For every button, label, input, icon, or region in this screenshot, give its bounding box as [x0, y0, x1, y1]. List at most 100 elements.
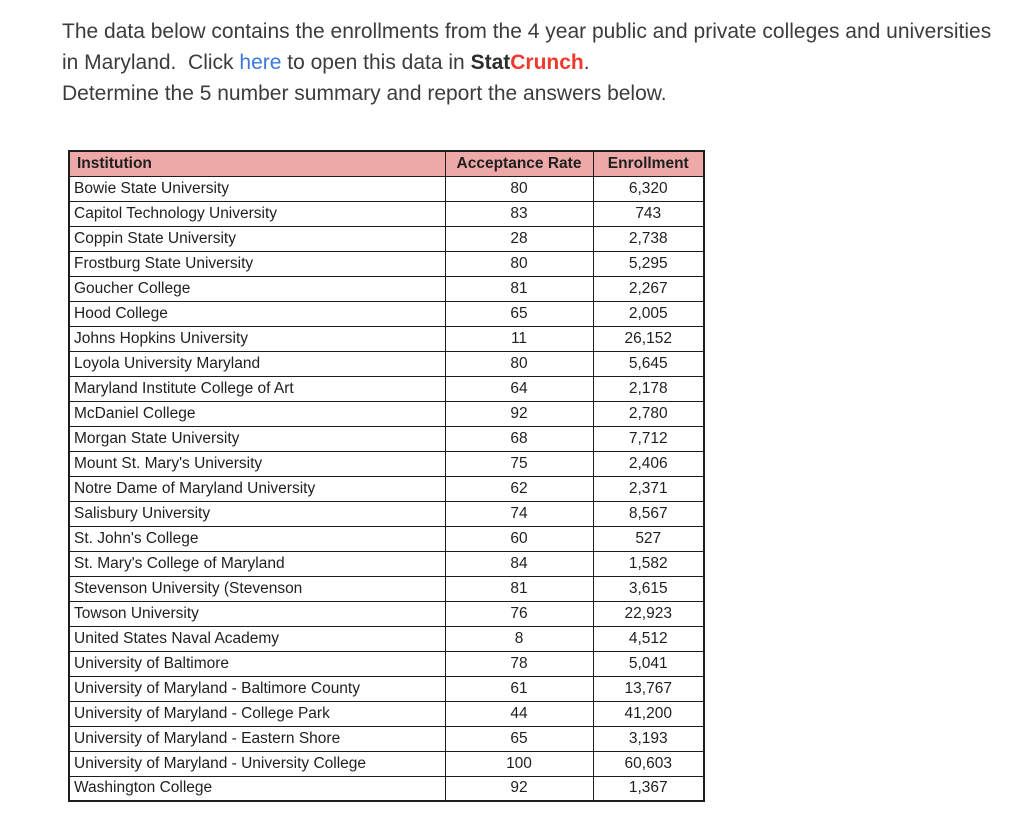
- institution-cell: United States Naval Academy: [68, 625, 446, 652]
- acceptance-rate-cell: 62: [444, 475, 594, 502]
- enrollment-cell: 527: [592, 525, 705, 552]
- enrollment-cell: 5,041: [592, 650, 705, 677]
- enrollment-cell: 2,780: [592, 400, 705, 427]
- table-row: University of Maryland - College Park 44…: [68, 700, 705, 727]
- institution-cell: Johns Hopkins University: [68, 325, 446, 352]
- enrollment-cell: 2,406: [592, 450, 705, 477]
- table-row: University of Maryland - Baltimore Count…: [68, 675, 705, 702]
- table-row: Stevenson University (Stevenson 81 3,615: [68, 575, 705, 602]
- acceptance-rate-cell: 80: [444, 350, 594, 377]
- acceptance-rate-cell: 75: [444, 450, 594, 477]
- institution-cell: Mount St. Mary's University: [68, 450, 446, 477]
- institution-cell: Loyola University Maryland: [68, 350, 446, 377]
- table-row: Morgan State University 68 7,712: [68, 425, 705, 452]
- acceptance-rate-cell: 78: [444, 650, 594, 677]
- intro-text-before-link: The data below contains the enrollments …: [62, 20, 998, 74]
- institution-cell: McDaniel College: [68, 400, 446, 427]
- table-row: St. Mary's College of Maryland 84 1,582: [68, 550, 705, 577]
- institution-cell: Capitol Technology University: [68, 200, 446, 227]
- enrollment-cell: 5,295: [592, 250, 705, 277]
- intro-text-after-link: to open this data in: [281, 51, 471, 74]
- enrollment-cell: 60,603: [592, 750, 705, 777]
- enrollment-cell: 5,645: [592, 350, 705, 377]
- table-row: St. John's College 60 527: [68, 525, 705, 552]
- enrollment-cell: 2,005: [592, 300, 705, 327]
- institution-cell: St. John's College: [68, 525, 446, 552]
- table-row: Bowie State University 80 6,320: [68, 175, 705, 202]
- header-enrollment: Enrollment: [592, 150, 705, 177]
- table-row: United States Naval Academy 8 4,512: [68, 625, 705, 652]
- acceptance-rate-cell: 74: [444, 500, 594, 527]
- table-row: Washington College 92 1,367: [68, 775, 705, 802]
- brand-stat: Stat: [470, 51, 511, 74]
- institution-cell: Hood College: [68, 300, 446, 327]
- acceptance-rate-cell: 44: [444, 700, 594, 727]
- acceptance-rate-cell: 8: [444, 625, 594, 652]
- enrollment-cell: 7,712: [592, 425, 705, 452]
- enrollment-cell: 1,367: [592, 775, 705, 802]
- intro-paragraph: The data below contains the enrollments …: [62, 16, 997, 109]
- institution-cell: Stevenson University (Stevenson: [68, 575, 446, 602]
- acceptance-rate-cell: 100: [444, 750, 594, 777]
- institution-cell: Frostburg State University: [68, 250, 446, 277]
- institution-cell: Washington College: [68, 775, 446, 802]
- table-row: Johns Hopkins University 11 26,152: [68, 325, 705, 352]
- acceptance-rate-cell: 84: [444, 550, 594, 577]
- header-institution: Institution: [68, 150, 446, 177]
- institution-cell: Bowie State University: [68, 175, 446, 202]
- acceptance-rate-cell: 64: [444, 375, 594, 402]
- table-row: University of Maryland - Eastern Shore 6…: [68, 725, 705, 752]
- acceptance-rate-cell: 11: [444, 325, 594, 352]
- institution-cell: Towson University: [68, 600, 446, 627]
- acceptance-rate-cell: 83: [444, 200, 594, 227]
- table-row: Mount St. Mary's University 75 2,406: [68, 450, 705, 477]
- intro-line2: Determine the 5 number summary and repor…: [62, 82, 667, 105]
- institution-cell: Coppin State University: [68, 225, 446, 252]
- acceptance-rate-cell: 68: [444, 425, 594, 452]
- institution-cell: University of Maryland - Baltimore Count…: [68, 675, 446, 702]
- acceptance-rate-cell: 76: [444, 600, 594, 627]
- brand-crunch: Crunch: [510, 51, 584, 74]
- table-body: Bowie State University 80 6,320 Capitol …: [68, 175, 705, 802]
- institution-cell: University of Maryland - College Park: [68, 700, 446, 727]
- institution-cell: University of Baltimore: [68, 650, 446, 677]
- brand-period: .: [583, 51, 590, 74]
- institution-cell: University of Maryland - University Coll…: [68, 750, 446, 777]
- enrollment-cell: 2,738: [592, 225, 705, 252]
- enrollment-cell: 743: [592, 200, 705, 227]
- enrollment-cell: 3,615: [592, 575, 705, 602]
- here-link[interactable]: here: [239, 51, 282, 74]
- table-row: McDaniel College 92 2,780: [68, 400, 705, 427]
- data-table: Institution Acceptance Rate Enrollment B…: [68, 150, 705, 802]
- acceptance-rate-cell: 65: [444, 300, 594, 327]
- enrollment-cell: 41,200: [592, 700, 705, 727]
- table-row: Coppin State University 28 2,738: [68, 225, 705, 252]
- institution-cell: Maryland Institute College of Art: [68, 375, 446, 402]
- table-row: University of Maryland - University Coll…: [68, 750, 705, 777]
- enrollment-cell: 4,512: [592, 625, 705, 652]
- table-row: Frostburg State University 80 5,295: [68, 250, 705, 277]
- enrollment-cell: 1,582: [592, 550, 705, 577]
- table-row: Salisbury University 74 8,567: [68, 500, 705, 527]
- enrollment-cell: 3,193: [592, 725, 705, 752]
- header-acceptance-rate: Acceptance Rate: [444, 150, 594, 177]
- acceptance-rate-cell: 65: [444, 725, 594, 752]
- acceptance-rate-cell: 92: [444, 400, 594, 427]
- table-row: Towson University 76 22,923: [68, 600, 705, 627]
- acceptance-rate-cell: 92: [444, 775, 594, 802]
- enrollment-cell: 6,320: [592, 175, 705, 202]
- institution-cell: University of Maryland - Eastern Shore: [68, 725, 446, 752]
- table-row: Capitol Technology University 83 743: [68, 200, 705, 227]
- acceptance-rate-cell: 61: [444, 675, 594, 702]
- table-row: Maryland Institute College of Art 64 2,1…: [68, 375, 705, 402]
- enrollment-cell: 22,923: [592, 600, 705, 627]
- institution-cell: Notre Dame of Maryland University: [68, 475, 446, 502]
- institution-cell: Salisbury University: [68, 500, 446, 527]
- acceptance-rate-cell: 81: [444, 275, 594, 302]
- enrollment-cell: 13,767: [592, 675, 705, 702]
- acceptance-rate-cell: 28: [444, 225, 594, 252]
- table-header-row: Institution Acceptance Rate Enrollment: [68, 150, 705, 177]
- enrollment-cell: 2,371: [592, 475, 705, 502]
- acceptance-rate-cell: 80: [444, 250, 594, 277]
